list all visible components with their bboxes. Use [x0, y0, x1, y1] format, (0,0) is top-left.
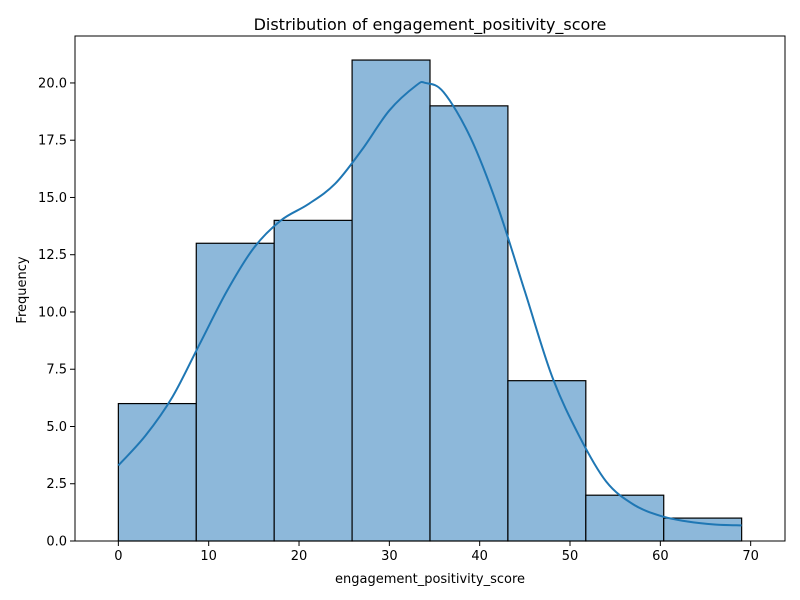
x-tick-label: 30: [381, 549, 398, 564]
histogram-bar-3: [273, 219, 353, 542]
histogram-bar-5: [429, 105, 509, 542]
x-tick-label: 10: [200, 549, 217, 564]
histogram-bar-7: [585, 494, 665, 542]
histogram-bar-1: [117, 402, 197, 542]
y-tick-label: 17.5: [38, 134, 67, 149]
bars-layer: [117, 59, 743, 542]
x-axis-label: engagement_positivity_score: [335, 572, 525, 587]
histogram-bar-6: [507, 380, 587, 542]
y-axis-label: Frequency: [15, 256, 30, 323]
x-tick-label: 0: [114, 549, 122, 564]
x-tick-label: 60: [652, 549, 669, 564]
kde-layer: [117, 80, 742, 527]
y-tick-label: 12.5: [38, 248, 67, 263]
y-tick-label: 10.0: [38, 305, 67, 320]
y-tick-label: 7.5: [46, 363, 67, 378]
x-tick-label: 50: [562, 549, 579, 564]
y-tick-label: 15.0: [38, 191, 67, 206]
plot-frame: [74, 35, 786, 542]
histogram-bar-2: [195, 242, 275, 542]
histogram-bar-4: [351, 59, 431, 542]
x-tick-label: 70: [742, 549, 759, 564]
histogram-bar-8: [663, 517, 743, 542]
y-tick-label: 2.5: [46, 477, 67, 492]
x-tick-label: 20: [291, 549, 308, 564]
chart-title: Distribution of engagement_positivity_sc…: [254, 15, 607, 35]
y-tick-label: 0.0: [46, 535, 67, 550]
x-tick-label: 40: [471, 549, 488, 564]
kde-curve: [117, 80, 742, 527]
y-tick-label: 20.0: [38, 76, 67, 91]
axes-layer: 0 10 20 30 40 50 60 70 0.0 2.5 5.0 7.5 10.0 12.5 15.0 1…: [38, 35, 786, 564]
y-tick-label: 5.0: [46, 420, 67, 435]
